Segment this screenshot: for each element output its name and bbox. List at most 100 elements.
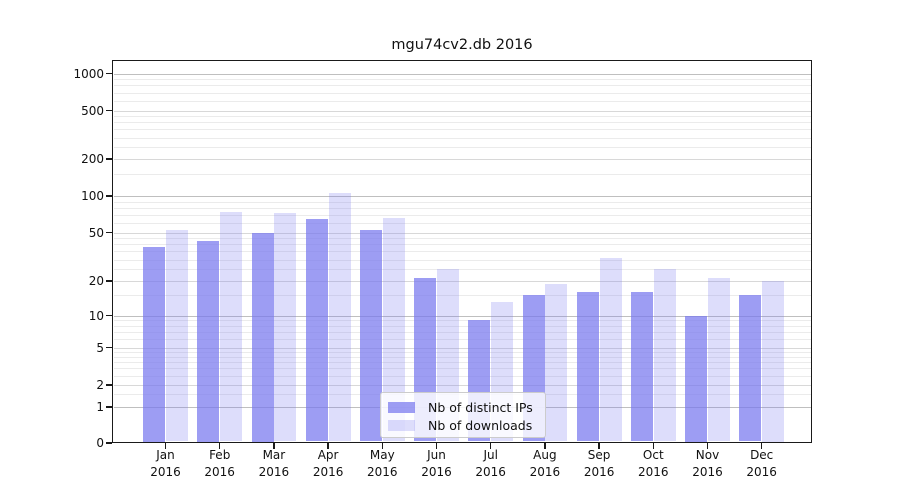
bar-downloads-mar [274, 213, 297, 442]
gridline-minor [114, 339, 811, 341]
x-tick-mark [381, 443, 383, 449]
gridline-minor [114, 259, 811, 261]
y-tick-mark [106, 406, 112, 408]
x-tick-label-apr: Apr 2016 [312, 448, 344, 479]
legend: Nb of distinct IPs Nb of downloads [380, 392, 546, 438]
y-tick-label: 500 [81, 103, 104, 118]
x-tick-mark [490, 443, 492, 449]
gridline-minor [114, 122, 811, 124]
gridline-major [114, 73, 811, 75]
x-tick-mark [652, 443, 654, 449]
gridline-minor [114, 174, 811, 176]
gridline-minor [114, 368, 811, 370]
x-tick-label-feb: Feb 2016 [204, 448, 235, 479]
y-tick-mark [106, 72, 112, 75]
y-tick-label: 1 [96, 400, 104, 414]
x-tick-mark [706, 443, 709, 449]
gridline-minor [114, 356, 811, 358]
chart-title: mgu74cv2.db 2016 [391, 37, 533, 53]
y-tick-mark [106, 109, 112, 112]
gridline-minor [114, 238, 811, 240]
gridline-major [114, 315, 811, 317]
gridline-minor [114, 137, 811, 139]
bar-downloads-oct [653, 269, 676, 442]
legend-swatch-distinct-ips-icon [388, 401, 415, 413]
x-tick-label-may: May 2016 [367, 448, 398, 479]
gridline-major [114, 232, 811, 234]
gridline-major [114, 347, 811, 349]
y-tick-label: 2 [96, 378, 104, 392]
bar-distinct-ips-mar [251, 232, 274, 442]
gridline-major [114, 159, 811, 160]
legend-swatch-downloads-icon [388, 419, 415, 431]
x-tick-mark [273, 443, 275, 449]
gridline-minor [114, 375, 811, 377]
x-tick-label-jun: Jun 2016 [421, 448, 452, 479]
bar-downloads-feb [220, 211, 243, 442]
y-tick-label: 200 [81, 152, 104, 166]
bar-downloads-aug [545, 283, 568, 442]
gridline-minor [114, 295, 811, 297]
gridline-minor [114, 332, 811, 333]
bar-distinct-ips-oct [630, 292, 653, 442]
y-tick-mark [106, 158, 112, 160]
y-tick-mark [106, 280, 112, 282]
gridline-minor [114, 244, 811, 246]
gridline-minor [114, 79, 811, 81]
x-tick-mark [435, 443, 438, 449]
bar-distinct-ips-nov [685, 315, 708, 442]
y-tick-mark [106, 384, 112, 386]
x-tick-mark [219, 443, 221, 449]
x-tick-mark [327, 443, 329, 449]
bar-downloads-apr [328, 193, 351, 442]
legend-entry-downloads: Nb of downloads [388, 416, 537, 434]
gridline-minor [114, 129, 811, 131]
gridline-minor [114, 92, 811, 94]
x-tick-label-sep: Sep 2016 [583, 448, 615, 479]
bar-downloads-dec [762, 281, 785, 442]
gridline-minor [114, 362, 811, 364]
x-tick-label-jan: Jan 2016 [150, 448, 181, 479]
x-tick-mark [544, 443, 546, 449]
gridline-minor [114, 269, 811, 271]
gridline-minor [114, 351, 811, 353]
y-tick-mark [106, 314, 112, 317]
x-tick-mark [598, 443, 600, 449]
bar-distinct-ips-apr [305, 218, 328, 442]
gridline-minor [114, 325, 811, 327]
y-tick-mark [106, 442, 112, 444]
gridline-minor [114, 116, 811, 118]
bar-downloads-jan [165, 230, 188, 442]
gridline-minor [114, 85, 811, 87]
y-tick-label: 5 [96, 340, 104, 355]
bar-distinct-ips-may [359, 230, 382, 442]
x-tick-label-nov: Nov 2016 [692, 448, 723, 479]
legend-label-distinct-ips: Nb of distinct IPs [428, 399, 533, 415]
bar-distinct-ips-sep [576, 292, 599, 442]
x-tick-mark [164, 443, 167, 449]
bar-downloads-nov [707, 278, 730, 442]
legend-entry-distinct-ips: Nb of distinct IPs [388, 398, 537, 416]
gridline-minor [114, 320, 811, 322]
bar-downloads-sep [599, 257, 622, 442]
plot-border [112, 60, 812, 443]
gridline-major [114, 110, 811, 112]
gridline-major [114, 196, 811, 197]
bar-distinct-ips-dec [739, 295, 762, 442]
bar-downloads-may [382, 217, 405, 442]
gridline-minor [114, 207, 811, 209]
gridline-minor [114, 214, 811, 216]
y-tick-mark [106, 231, 112, 234]
gridline-major [114, 281, 811, 282]
y-tick-mark [106, 346, 112, 349]
gridline-minor [114, 201, 811, 203]
gridline-major [114, 385, 811, 386]
x-tick-label-mar: Mar 2016 [258, 448, 290, 479]
gridline-minor [114, 222, 811, 224]
x-tick-mark [761, 443, 763, 449]
x-tick-label-dec: Dec 2016 [746, 448, 777, 479]
gridline-minor [114, 100, 811, 102]
x-tick-label-oct: Oct 2016 [638, 448, 669, 479]
x-tick-label-aug: Aug 2016 [529, 448, 561, 479]
